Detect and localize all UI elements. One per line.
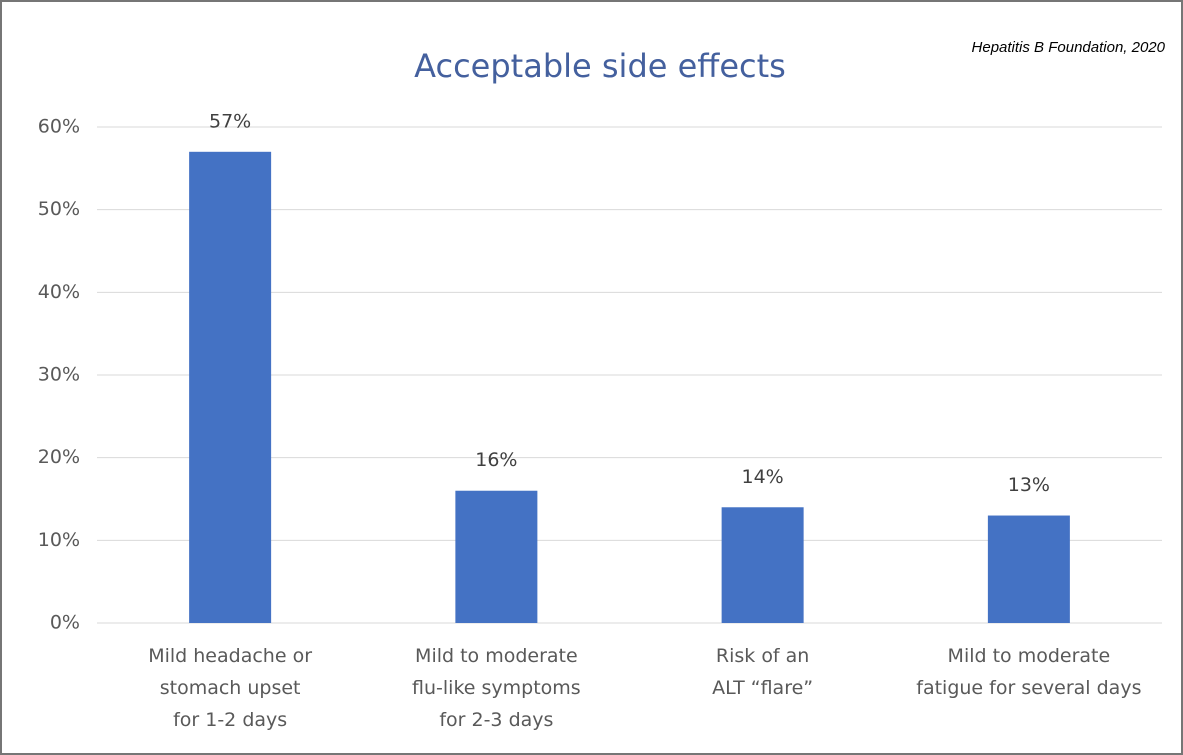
y-tick-label: 0% — [50, 612, 80, 634]
y-tick-label: 10% — [38, 529, 80, 551]
data-label: 57% — [209, 110, 251, 132]
bar — [455, 490, 538, 623]
chart-title: Acceptable side effects — [414, 47, 786, 85]
data-label: 13% — [1008, 474, 1050, 496]
y-tick-label: 40% — [38, 281, 80, 303]
x-tick-label: Risk of an ALT “flare” — [712, 645, 814, 699]
bar — [987, 515, 1070, 623]
bar — [189, 151, 272, 624]
y-tick-label: 20% — [38, 446, 80, 468]
data-label: 16% — [475, 449, 517, 471]
data-label: 14% — [742, 466, 784, 488]
x-tick-label: Mild to moderate flu-like symptoms for 2… — [412, 645, 581, 731]
source-note: Hepatitis B Foundation, 2020 — [972, 39, 1166, 56]
y-tick-label: 50% — [38, 198, 80, 220]
y-tick-label: 30% — [38, 364, 80, 386]
bar — [721, 507, 804, 623]
x-tick-label: Mild to moderate fatigue for several day… — [916, 645, 1142, 699]
y-tick-label: 60% — [38, 116, 80, 138]
x-tick-label: Mild headache or stomach upset for 1-2 d… — [148, 645, 313, 731]
